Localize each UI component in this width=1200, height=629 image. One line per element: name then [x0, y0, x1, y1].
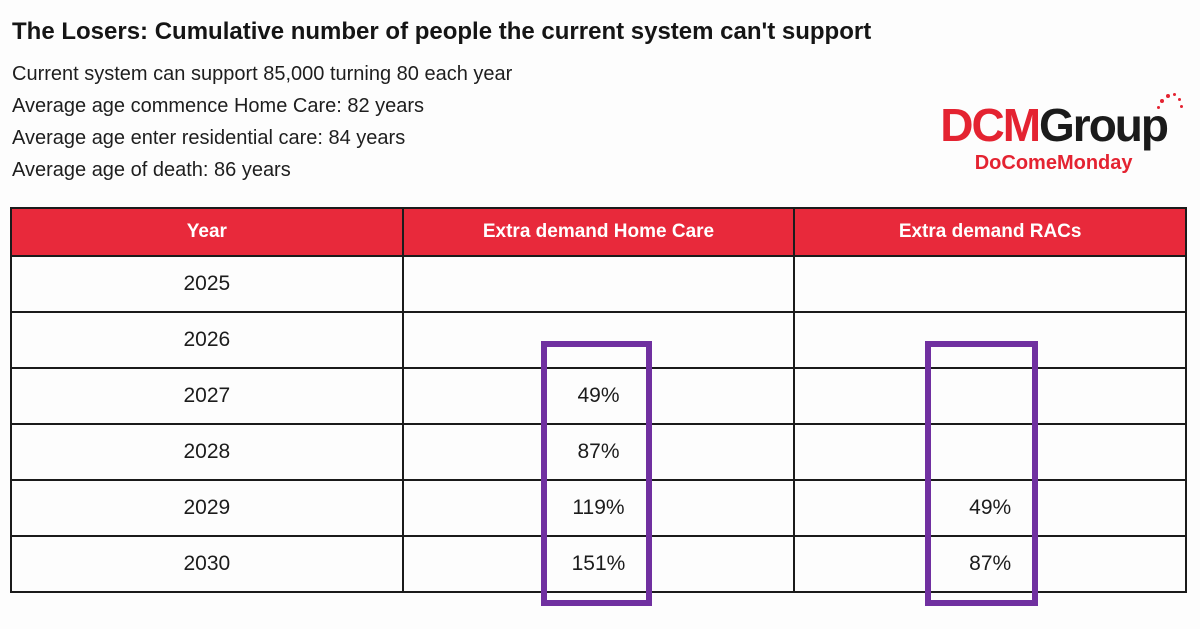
racs-cell	[793, 423, 1187, 481]
table-row: 2027 49%	[10, 367, 1187, 425]
logo-wordmark: DCMGroup	[940, 93, 1183, 151]
home-care-cell: 119%	[401, 479, 796, 537]
subtitle-capacity: Current system can support 85,000 turnin…	[12, 63, 513, 85]
home-care-cell: 151%	[401, 535, 796, 593]
racs-cell: 87%	[793, 535, 1187, 593]
racs-cell	[793, 311, 1187, 369]
logo-group-text: Group	[1039, 99, 1169, 151]
title-block: The Losers: Cumulative number of people …	[12, 18, 912, 186]
home-care-cell	[401, 255, 796, 313]
racs-cell	[793, 367, 1187, 425]
logo-dcm-text: DCM	[940, 99, 1041, 151]
sparkle-dots-icon	[1157, 93, 1183, 113]
dcm-group-logo: DCMGroup DoComeMonday	[940, 93, 1183, 175]
table-row: 2028 87%	[10, 423, 1187, 481]
column-header-racs: Extra demand RACs	[793, 207, 1187, 257]
home-care-cell: 87%	[401, 423, 796, 481]
subtitle-home-care-age: Average age commence Home Care: 82 years	[12, 95, 425, 117]
year-cell: 2028	[10, 423, 404, 481]
table-row: 2026	[10, 311, 1187, 369]
year-cell: 2026	[10, 311, 404, 369]
year-cell: 2027	[10, 367, 404, 425]
home-care-cell	[401, 311, 796, 369]
table-row: 2029 119% 49%	[10, 479, 1187, 537]
year-cell: 2025	[10, 255, 404, 313]
column-header-year: Year	[10, 207, 404, 257]
home-care-cell: 49%	[401, 367, 796, 425]
racs-cell	[793, 255, 1187, 313]
subtitle-residential-age: Average age enter residential care: 84 y…	[12, 127, 406, 149]
year-cell: 2029	[10, 479, 404, 537]
page-title: The Losers: Cumulative number of people …	[12, 18, 872, 45]
table-header-row: Year Extra demand Home Care Extra demand…	[10, 207, 1187, 257]
racs-cell: 49%	[793, 479, 1187, 537]
table-row: 2025	[10, 255, 1187, 313]
table-row: 2030 151% 87%	[10, 535, 1187, 593]
demand-table: Year Extra demand Home Care Extra demand…	[10, 207, 1187, 593]
year-cell: 2030	[10, 535, 404, 593]
logo-tagline: DoComeMonday	[974, 152, 1133, 174]
subtitle-death-age: Average age of death: 86 years	[12, 159, 291, 181]
column-header-home-care: Extra demand Home Care	[401, 207, 796, 257]
